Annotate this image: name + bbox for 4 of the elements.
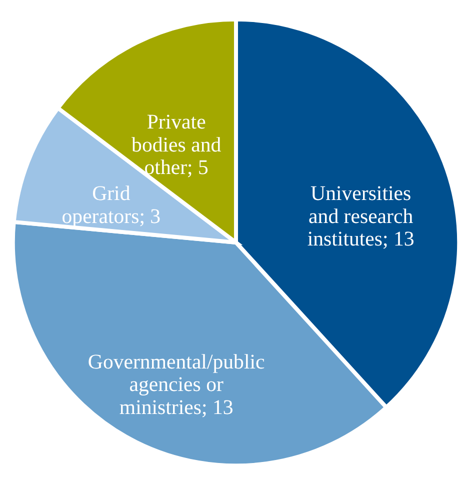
- slice-label: Governmental/public agencies or ministries; 13: [88, 349, 265, 419]
- slice-label: Universities and research institutes; 13: [307, 181, 414, 251]
- slice-label: Grid operators; 3: [62, 181, 161, 228]
- slice-label: Private bodies and other; 5: [132, 110, 222, 180]
